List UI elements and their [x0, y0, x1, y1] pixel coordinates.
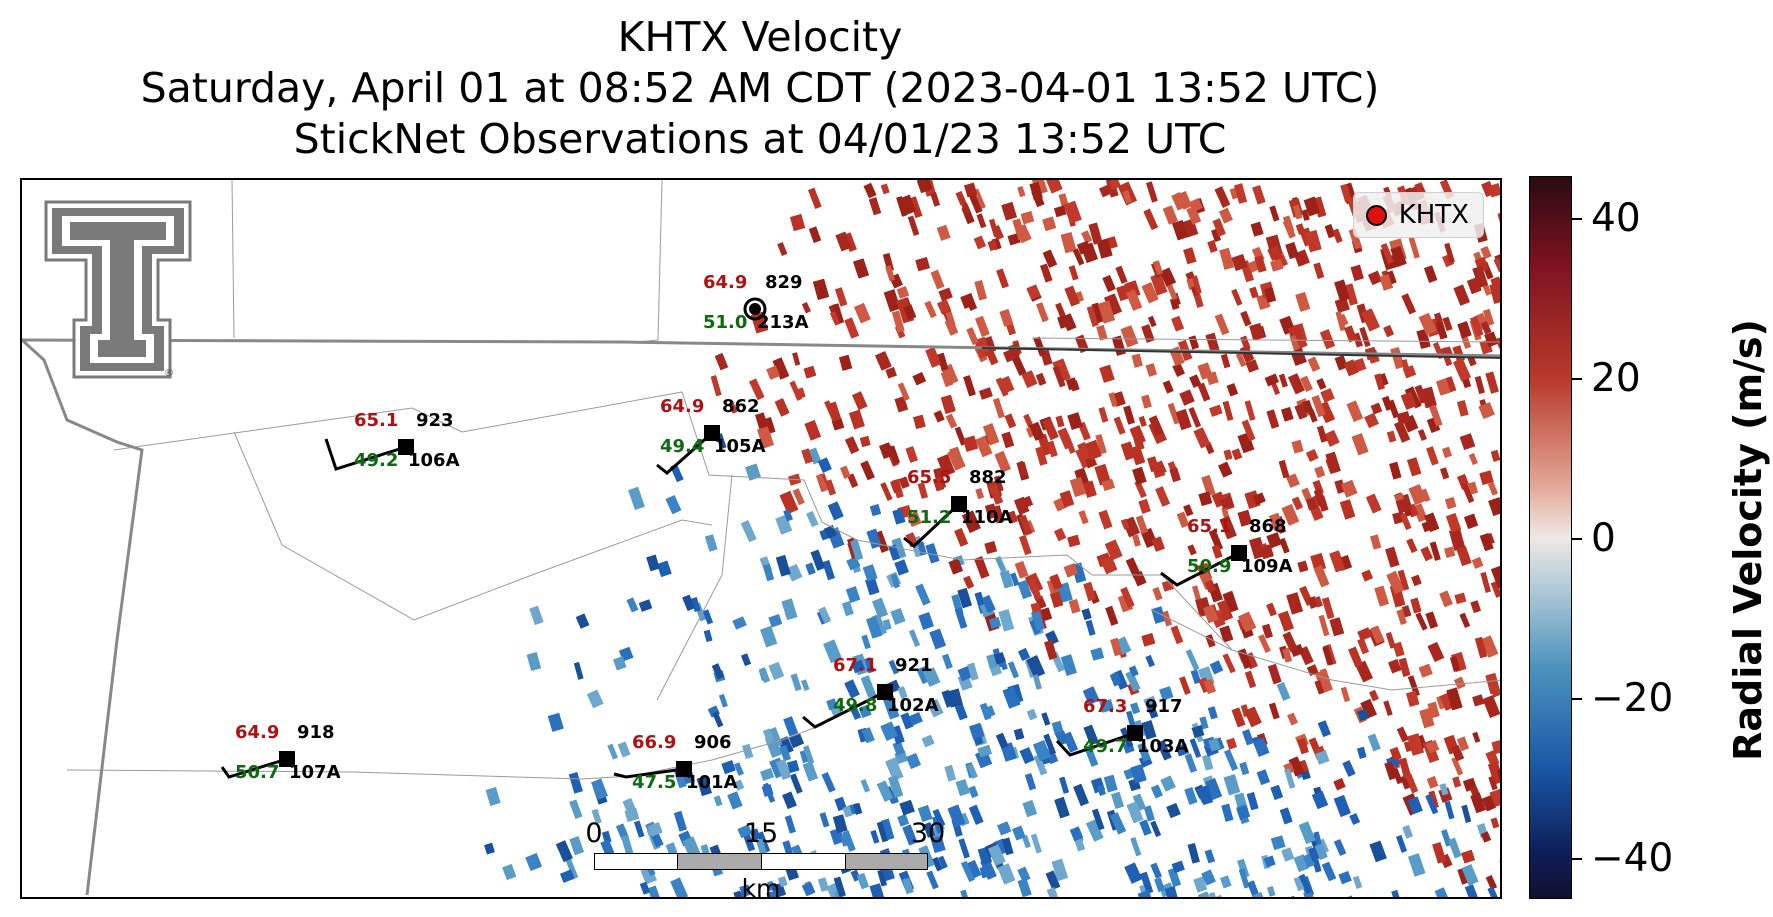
- scale-bar: 0 15 30 km: [585, 808, 945, 897]
- station-pressure: 882: [969, 467, 1007, 488]
- colorbar-label: −40: [1591, 836, 1674, 881]
- station-id: 213A: [757, 312, 809, 333]
- station-temperature: 64.9: [660, 396, 705, 417]
- colorbar-label: 40: [1591, 196, 1641, 241]
- station-marker: [279, 751, 295, 767]
- station-temperature: 65.1: [354, 410, 399, 431]
- colorbar: [1529, 176, 1572, 899]
- colorbar-tick: [1572, 698, 1582, 700]
- colorbar-title: Radial Velocity (m/s): [1726, 319, 1770, 761]
- texas-tech-logo: [44, 200, 192, 379]
- station-marker: [704, 425, 720, 441]
- wind-barb: [220, 757, 288, 779]
- station-pressure: 921: [895, 655, 933, 676]
- scale-unit: km: [741, 874, 781, 899]
- station-dewpoint: 50.7: [235, 762, 280, 783]
- station-markers: [279, 425, 1247, 777]
- station-pressure: 829: [765, 272, 803, 293]
- scale-tick-0: 0: [585, 818, 603, 849]
- radar-site-icon: [1365, 204, 1387, 226]
- station-temperature: 67.3: [1083, 696, 1128, 717]
- station-pressure: 862: [722, 396, 760, 417]
- station-temperature: 67.1: [833, 655, 878, 676]
- scale-segment: [677, 853, 762, 870]
- station-dewpoint: 51.0: [703, 312, 748, 333]
- colorbar-label: −20: [1591, 676, 1674, 721]
- scale-tick-15: 15: [743, 818, 779, 849]
- station-id: 102A: [887, 695, 939, 716]
- station-dewpoint: 49.8: [833, 695, 878, 716]
- map-legend: KHTX: [1352, 192, 1484, 238]
- colorbar-tick: [1572, 378, 1582, 380]
- station-id: 107A: [289, 762, 341, 783]
- station-marker: [877, 684, 893, 700]
- station-temperature: 64.9: [703, 272, 748, 293]
- logo-registered-mark: ®: [164, 368, 174, 379]
- station-pressure: 918: [297, 722, 335, 743]
- wind-barb: [656, 431, 713, 475]
- title-line-2: Saturday, April 01 at 08:52 AM CDT (2023…: [140, 64, 1380, 112]
- radar-velocity-layer: [484, 180, 1500, 897]
- wind-barb: [802, 690, 886, 729]
- station-marker: [1127, 725, 1143, 741]
- station-pressure: 906: [694, 732, 732, 753]
- station-pressure: 868: [1249, 516, 1287, 537]
- station-temperature: 66.9: [632, 732, 677, 753]
- map-canvas: ®: [22, 180, 1500, 897]
- station-marker: [1231, 545, 1247, 561]
- legend-label: KHTX: [1398, 200, 1469, 230]
- state-border-dark: [981, 347, 1500, 359]
- station-temperature: 65.5: [907, 467, 952, 488]
- wind-barb: [1160, 551, 1240, 587]
- station-id: 110A: [961, 507, 1013, 528]
- station-dewpoint: 50.9: [1187, 556, 1232, 577]
- title-block: KHTX Velocity Saturday, April 01 at 08:5…: [0, 12, 1520, 165]
- station-marker: [398, 439, 414, 455]
- station-id: 101A: [686, 772, 738, 793]
- station-id: 106A: [408, 450, 460, 471]
- station-dewpoint: 47.5: [632, 772, 677, 793]
- scale-segment: [845, 853, 928, 870]
- station-dewpoint: 49.7: [1083, 736, 1128, 757]
- station-temperature: 64.9: [235, 722, 280, 743]
- county-line: [113, 391, 823, 701]
- wind-barb: [1055, 731, 1136, 757]
- wind-barb: [324, 438, 407, 471]
- station-id: 109A: [1241, 556, 1293, 577]
- scale-segment: [761, 853, 846, 870]
- state-border: [22, 338, 1500, 896]
- station-dewpoint: 49.4: [660, 436, 705, 457]
- station-temperature: 65.1: [1187, 516, 1232, 537]
- county-line: [233, 431, 1500, 691]
- title-line-3: StickNet Observations at 04/01/23 13:52 …: [293, 115, 1227, 163]
- county-line: [66, 609, 1233, 780]
- station-pressure: 917: [1145, 696, 1183, 717]
- station-pressure: 923: [416, 410, 454, 431]
- colorbar-tick: [1572, 538, 1582, 540]
- wind-barbs: [220, 431, 1240, 779]
- colorbar-tick: [1572, 858, 1582, 860]
- colorbar-label: 20: [1591, 356, 1641, 401]
- title-line-1: KHTX Velocity: [617, 13, 903, 61]
- station-dewpoint: 49.2: [354, 450, 399, 471]
- wind-barb: [903, 502, 961, 548]
- colorbar-label: 0: [1591, 516, 1616, 561]
- station-marker: [676, 761, 692, 777]
- scale-tick-30: 30: [910, 818, 946, 849]
- colorbar-tick: [1572, 218, 1582, 220]
- map-panel: ® KHTX 64.9 829 51.0 213A 65.1 923 49.2 106A 64.…: [20, 178, 1502, 899]
- radar-site-marker: [743, 297, 767, 321]
- scale-segment: [594, 853, 678, 870]
- station-dewpoint: 51.2: [907, 507, 952, 528]
- station-id: 103A: [1137, 736, 1189, 757]
- station-id: 105A: [714, 436, 766, 457]
- wind-barb: [613, 767, 685, 779]
- station-marker: [951, 496, 967, 512]
